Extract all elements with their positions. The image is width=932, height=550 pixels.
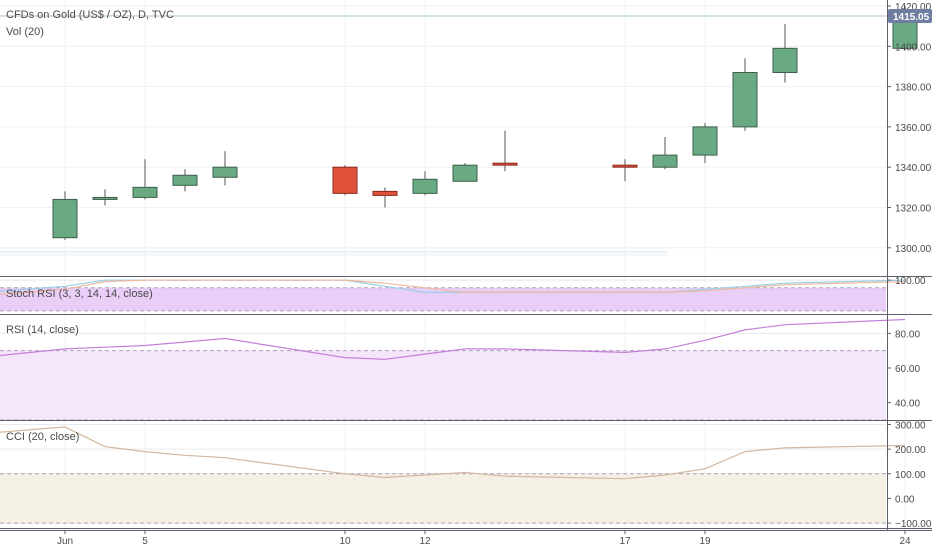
last-price-tag-bg bbox=[888, 8, 932, 23]
y-tick-label: 0.00 bbox=[895, 494, 915, 505]
rsi-title: RSI (14, close) bbox=[6, 324, 79, 336]
y-tick-label: 300.00 bbox=[895, 420, 926, 431]
candle bbox=[332, 165, 358, 196]
y-tick-label: 1300.00 bbox=[895, 244, 932, 255]
y-tick-label: 1340.00 bbox=[895, 163, 932, 174]
candlestick-series bbox=[52, 6, 918, 240]
candle-body bbox=[612, 164, 638, 168]
candle bbox=[52, 191, 78, 240]
y-tick-label: 1380.00 bbox=[895, 83, 932, 94]
candle bbox=[452, 163, 478, 182]
candle-body bbox=[772, 47, 798, 73]
cci-line bbox=[0, 426, 906, 480]
candle-body bbox=[372, 190, 398, 196]
x-tick-label: 10 bbox=[339, 536, 351, 547]
volume-label: Vol (20) bbox=[6, 26, 44, 38]
cci-title: CCI (20, close) bbox=[6, 431, 79, 443]
stoch-rsi-title: Stoch RSI (3, 3, 14, 14, close) bbox=[6, 288, 153, 300]
candle bbox=[92, 189, 118, 206]
stoch-line bbox=[0, 279, 906, 295]
last-price-tag-text: 1415.05 bbox=[893, 12, 930, 23]
indicator-lines bbox=[0, 279, 906, 480]
candle bbox=[692, 122, 718, 164]
candle-body bbox=[652, 154, 678, 168]
candle bbox=[732, 58, 758, 131]
candle-body bbox=[172, 174, 198, 186]
x-tick-label: 17 bbox=[619, 536, 631, 547]
x-tick-label: Jun bbox=[57, 536, 73, 547]
candle-body bbox=[732, 71, 758, 128]
candle-body bbox=[52, 198, 78, 239]
y-tick-label: 1320.00 bbox=[895, 203, 932, 214]
y-tick-label: 60.00 bbox=[895, 364, 920, 375]
candle-body bbox=[692, 126, 718, 156]
y-tick-label: −100.00 bbox=[895, 519, 932, 530]
y-tick-label: 1400.00 bbox=[895, 42, 932, 53]
candle-body bbox=[452, 164, 478, 182]
candle bbox=[172, 169, 198, 192]
candle bbox=[612, 159, 638, 182]
y-tick-label: 100.00 bbox=[895, 276, 926, 287]
candle bbox=[132, 159, 158, 200]
y-tick-label: 100.00 bbox=[895, 470, 926, 481]
candle bbox=[372, 187, 398, 208]
last-price-tag: 1415.05 bbox=[888, 8, 932, 23]
rsi-line bbox=[0, 318, 906, 360]
y-tick-label: 1420.00 bbox=[895, 2, 932, 13]
x-tick-label: 24 bbox=[899, 536, 911, 547]
candle-body bbox=[212, 166, 238, 178]
candle bbox=[652, 136, 678, 170]
y-tick-label: 1360.00 bbox=[895, 123, 932, 134]
x-tick-label: 12 bbox=[419, 536, 431, 547]
candle bbox=[492, 130, 518, 172]
y-tick-label: 80.00 bbox=[895, 329, 920, 340]
y-tick-label: 200.00 bbox=[895, 445, 926, 456]
y-tick-label: 40.00 bbox=[895, 399, 920, 410]
candle bbox=[772, 24, 798, 83]
candle-body bbox=[132, 186, 158, 198]
candle bbox=[212, 151, 238, 186]
x-tick-label: 19 bbox=[699, 536, 711, 547]
symbol-title: CFDs on Gold (US$ / OZ), D, TVC bbox=[6, 9, 174, 21]
indicator-bands bbox=[0, 287, 886, 524]
candle-body bbox=[492, 162, 518, 166]
indicator-band bbox=[0, 350, 886, 420]
indicator-band bbox=[0, 473, 886, 524]
x-tick-label: 5 bbox=[142, 536, 148, 547]
indicator-band bbox=[0, 287, 886, 311]
candle-body bbox=[332, 166, 358, 194]
candle-body bbox=[412, 178, 438, 194]
candle bbox=[412, 171, 438, 196]
candle-body bbox=[92, 196, 118, 200]
